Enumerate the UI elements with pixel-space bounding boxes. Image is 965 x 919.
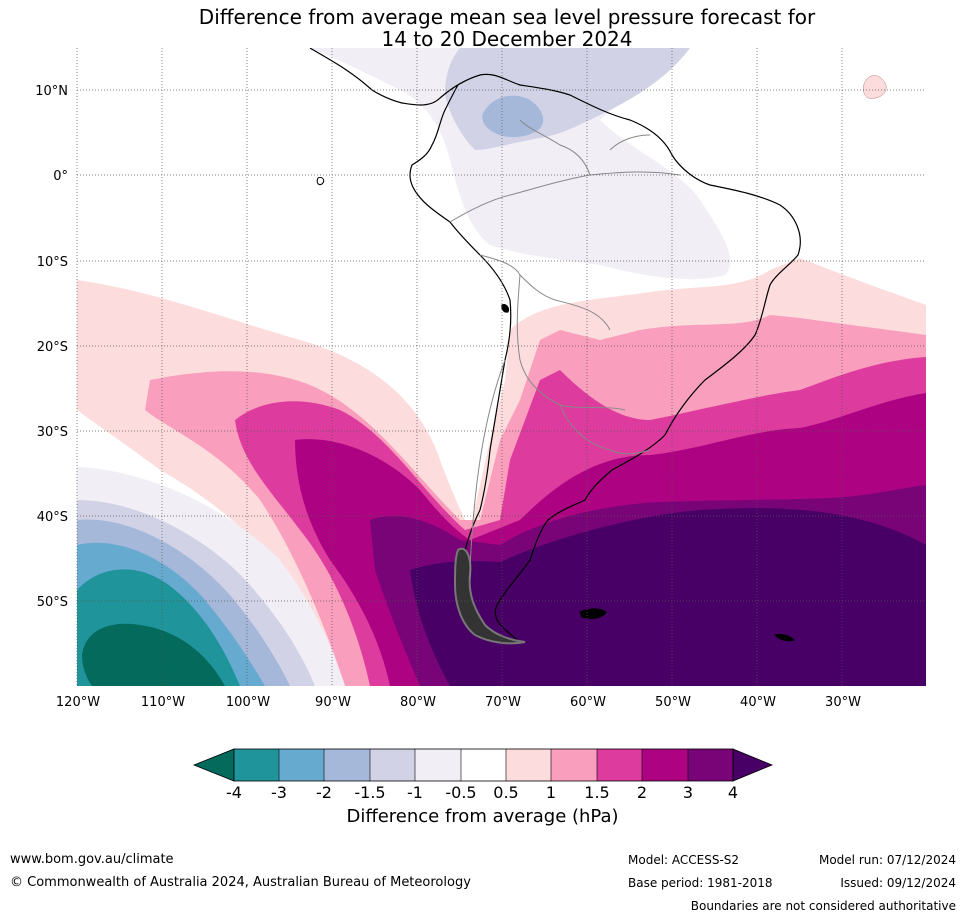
colorbar-tick-label: -3	[271, 783, 287, 802]
map-title-line2: 14 to 20 December 2024	[381, 27, 633, 51]
lat-label: 20°S	[37, 340, 68, 355]
colorbar-swatch	[324, 749, 370, 781]
lon-label: 90°W	[315, 695, 351, 710]
lon-label: 120°W	[56, 695, 100, 710]
colorbar-tick-label: -4	[226, 783, 242, 802]
map-title-line1: Difference from average mean sea level p…	[198, 5, 816, 29]
colorbar-swatch	[370, 749, 415, 781]
contour-lt-minus4	[82, 623, 225, 686]
model-name: Model: ACCESS-S2	[628, 853, 740, 867]
lon-label: 100°W	[226, 695, 270, 710]
colorbar-swatch	[279, 749, 324, 781]
south-america-coastline	[309, 48, 801, 644]
colorbar-swatch	[234, 749, 279, 781]
boundaries-disclaimer: Boundaries are not considered authoritat…	[690, 899, 956, 913]
colorbar-swatch	[688, 749, 733, 781]
issued-date: Issued: 09/12/2024	[840, 876, 956, 890]
colorbar-tick-label: 0.5	[493, 783, 518, 802]
lat-label: 10°N	[35, 84, 68, 99]
lat-label: 30°S	[37, 425, 68, 440]
colorbar-tick-label: 1.5	[584, 783, 609, 802]
lon-label: 30°W	[825, 695, 861, 710]
base-period: Base period: 1981-2018	[628, 876, 773, 890]
colorbar-swatch	[415, 749, 461, 781]
colorbar: -4 -3 -2 -1.5 -1 -0.5 0.5 1 1.5 2 3 4	[192, 748, 774, 802]
colorbar-swatch	[642, 749, 688, 781]
lat-label: 10°S	[37, 255, 68, 270]
falklands	[579, 608, 607, 619]
lon-label: 60°W	[570, 695, 606, 710]
lat-label: 50°S	[37, 595, 68, 610]
contour-north-minus0.5	[310, 48, 731, 280]
lon-label: 50°W	[655, 695, 691, 710]
colorbar-tick-label: -2	[316, 783, 332, 802]
lake-titicaca	[501, 304, 509, 313]
colorbar-tick-label: -1	[407, 783, 423, 802]
copyright-text: © Commonwealth of Australia 2024, Austra…	[10, 875, 471, 890]
colorbar-tick-label: -0.5	[445, 783, 476, 802]
colorbar-swatch	[551, 749, 597, 781]
contour-gt4	[410, 508, 926, 686]
longitude-labels: 120°W 110°W 100°W 90°W 80°W 70°W 60°W 50…	[56, 695, 861, 710]
model-run-date: Model run: 07/12/2024	[818, 853, 956, 867]
lon-label: 80°W	[400, 695, 436, 710]
colorbar-tick-label: 3	[683, 783, 693, 802]
colorbar-extend-high	[732, 748, 774, 782]
graticule	[76, 48, 926, 686]
colorbar-title: Difference from average (hPa)	[346, 806, 619, 827]
lon-label: 70°W	[485, 695, 521, 710]
colorbar-tick-label: -1.5	[354, 783, 385, 802]
website-link[interactable]: www.bom.gov.au/climate	[10, 852, 174, 867]
south-georgia	[774, 633, 795, 642]
galapagos	[316, 177, 325, 185]
lat-label: 0°	[53, 169, 68, 184]
latitude-labels: 10°N 0° 10°S 20°S 30°S 40°S 50°S	[35, 84, 68, 610]
country-borders	[449, 119, 681, 581]
colorbar-swatch	[597, 749, 642, 781]
lon-label: 40°W	[740, 695, 776, 710]
colorbar-swatch	[461, 749, 506, 781]
colorbar-tick-label: 1	[546, 783, 556, 802]
colorbar-swatch	[506, 749, 551, 781]
colorbar-tick-label: 4	[728, 783, 738, 802]
pressure-anomaly-field	[77, 48, 926, 686]
colorbar-tick-label: 2	[637, 783, 647, 802]
lon-label: 110°W	[141, 695, 185, 710]
colorbar-extend-low	[192, 748, 235, 782]
lat-label: 40°S	[37, 510, 68, 525]
